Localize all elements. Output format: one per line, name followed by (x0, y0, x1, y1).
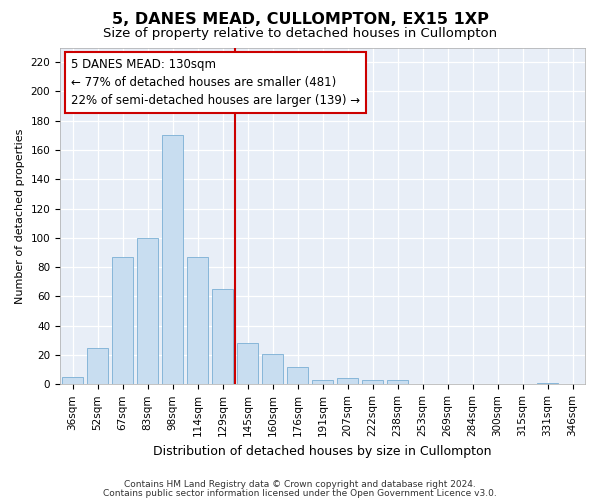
Bar (262, 354, 283, 384)
Text: 5, DANES MEAD, CULLOMPTON, EX15 1XP: 5, DANES MEAD, CULLOMPTON, EX15 1XP (112, 12, 488, 28)
Y-axis label: Number of detached properties: Number of detached properties (15, 128, 25, 304)
Bar (337, 378, 358, 384)
Bar (162, 136, 183, 384)
Bar (212, 289, 233, 384)
Bar (537, 383, 558, 384)
Bar (62, 377, 83, 384)
Bar (87, 348, 108, 385)
Bar (112, 257, 133, 384)
Bar (287, 366, 308, 384)
Text: Size of property relative to detached houses in Cullompton: Size of property relative to detached ho… (103, 28, 497, 40)
Bar (187, 257, 208, 384)
Bar (237, 344, 258, 384)
X-axis label: Distribution of detached houses by size in Cullompton: Distribution of detached houses by size … (153, 444, 492, 458)
Text: Contains public sector information licensed under the Open Government Licence v3: Contains public sector information licen… (103, 489, 497, 498)
Text: Contains HM Land Registry data © Crown copyright and database right 2024.: Contains HM Land Registry data © Crown c… (124, 480, 476, 489)
Text: 5 DANES MEAD: 130sqm
← 77% of detached houses are smaller (481)
22% of semi-deta: 5 DANES MEAD: 130sqm ← 77% of detached h… (71, 58, 359, 106)
Bar (137, 238, 158, 384)
Bar (312, 380, 333, 384)
Bar (387, 380, 408, 384)
Bar (362, 380, 383, 384)
